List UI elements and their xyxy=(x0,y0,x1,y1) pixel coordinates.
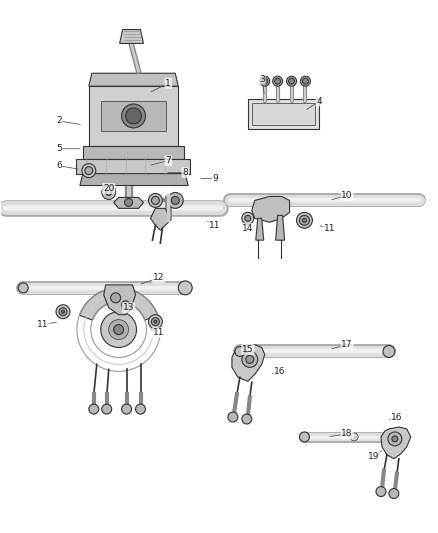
Text: 6: 6 xyxy=(56,161,62,170)
Text: 5: 5 xyxy=(56,144,62,154)
Polygon shape xyxy=(232,344,265,381)
Text: 11: 11 xyxy=(152,328,164,337)
Text: 4: 4 xyxy=(317,96,322,106)
Circle shape xyxy=(235,346,245,357)
Text: 16: 16 xyxy=(274,367,286,376)
Polygon shape xyxy=(150,208,170,230)
Circle shape xyxy=(245,215,251,221)
Circle shape xyxy=(300,215,309,225)
Circle shape xyxy=(167,192,183,208)
Text: 12: 12 xyxy=(153,273,164,282)
Polygon shape xyxy=(381,427,411,459)
Circle shape xyxy=(122,301,130,309)
Circle shape xyxy=(106,190,112,196)
Circle shape xyxy=(303,219,307,222)
Text: 13: 13 xyxy=(123,303,134,312)
Text: 18: 18 xyxy=(342,430,353,439)
Circle shape xyxy=(135,404,145,414)
Circle shape xyxy=(148,193,162,207)
Text: 11: 11 xyxy=(209,221,221,230)
Circle shape xyxy=(300,432,309,442)
Circle shape xyxy=(273,76,283,86)
Circle shape xyxy=(242,414,252,424)
Text: 17: 17 xyxy=(342,340,353,349)
Polygon shape xyxy=(248,99,319,129)
Text: 3: 3 xyxy=(259,75,265,84)
Circle shape xyxy=(18,283,28,293)
Circle shape xyxy=(262,78,268,84)
Polygon shape xyxy=(89,73,178,86)
Polygon shape xyxy=(252,197,290,222)
Circle shape xyxy=(124,198,133,206)
Circle shape xyxy=(102,185,116,199)
Text: 16: 16 xyxy=(391,413,403,422)
Text: 19: 19 xyxy=(368,453,380,461)
Circle shape xyxy=(383,345,395,358)
Polygon shape xyxy=(276,215,285,240)
Circle shape xyxy=(85,167,93,175)
Polygon shape xyxy=(83,146,184,159)
Circle shape xyxy=(114,325,124,335)
Text: 20: 20 xyxy=(103,184,114,193)
Circle shape xyxy=(126,108,141,124)
Polygon shape xyxy=(104,285,135,314)
Circle shape xyxy=(61,310,64,313)
Polygon shape xyxy=(89,86,178,146)
Circle shape xyxy=(178,281,192,295)
Polygon shape xyxy=(80,174,188,185)
Text: 2: 2 xyxy=(56,116,62,125)
Circle shape xyxy=(148,314,162,329)
Circle shape xyxy=(275,78,281,84)
Circle shape xyxy=(242,212,254,224)
Circle shape xyxy=(350,433,358,441)
Polygon shape xyxy=(79,288,158,320)
Circle shape xyxy=(152,318,159,326)
Text: 15: 15 xyxy=(242,345,254,354)
Text: 9: 9 xyxy=(212,174,218,183)
Circle shape xyxy=(56,305,70,319)
Circle shape xyxy=(59,308,67,316)
Circle shape xyxy=(111,293,120,303)
Circle shape xyxy=(154,320,157,323)
Circle shape xyxy=(228,412,238,422)
Circle shape xyxy=(101,312,137,348)
Circle shape xyxy=(89,404,99,414)
Circle shape xyxy=(246,356,254,364)
Circle shape xyxy=(102,404,112,414)
Circle shape xyxy=(122,404,131,414)
Circle shape xyxy=(300,76,311,86)
Polygon shape xyxy=(256,219,264,240)
Polygon shape xyxy=(120,29,144,43)
Text: 11: 11 xyxy=(37,320,49,329)
Polygon shape xyxy=(101,101,166,131)
Text: 11: 11 xyxy=(324,224,335,233)
Circle shape xyxy=(303,78,308,84)
Circle shape xyxy=(286,76,297,86)
Circle shape xyxy=(152,197,159,204)
Text: 1: 1 xyxy=(166,79,171,87)
Text: 10: 10 xyxy=(342,191,353,200)
Text: 14: 14 xyxy=(242,224,254,233)
Circle shape xyxy=(297,212,312,228)
Polygon shape xyxy=(252,103,315,125)
Circle shape xyxy=(242,351,258,367)
Circle shape xyxy=(289,78,294,84)
Circle shape xyxy=(82,164,96,177)
Circle shape xyxy=(260,76,270,86)
Circle shape xyxy=(376,487,386,497)
Circle shape xyxy=(171,197,179,204)
Text: 7: 7 xyxy=(166,156,171,165)
Polygon shape xyxy=(114,197,144,208)
Text: 8: 8 xyxy=(182,168,188,177)
Polygon shape xyxy=(76,159,190,174)
Circle shape xyxy=(388,432,402,446)
Circle shape xyxy=(392,436,398,442)
Circle shape xyxy=(122,104,145,128)
Circle shape xyxy=(109,320,129,340)
Circle shape xyxy=(389,489,399,498)
